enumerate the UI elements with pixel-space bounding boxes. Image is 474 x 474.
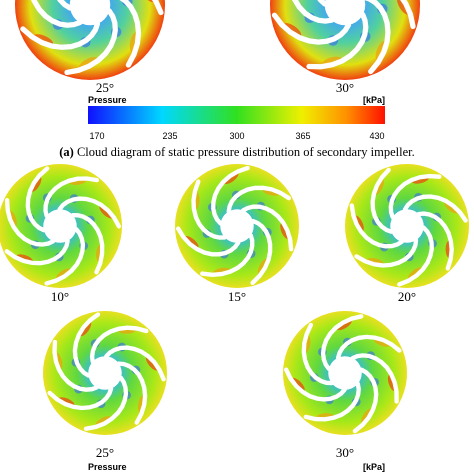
blade [397,225,434,287]
impeller-images [0,0,469,435]
impeller [270,0,420,80]
caption: (a) Cloud diagram of static pressure dis… [59,145,414,159]
blade [44,227,86,286]
blade [72,312,101,378]
caption-prefix: (a) [59,145,74,159]
blade [83,375,129,431]
blade [350,353,399,404]
angle-label: 10° [51,289,69,304]
blade [320,314,364,371]
blade [43,176,100,219]
angle-label: 25° [96,80,114,95]
blade [191,179,227,240]
hub [328,356,362,390]
blade [250,218,273,285]
blade [4,238,70,266]
blade [388,173,442,220]
hub [88,356,122,390]
blade [291,0,335,24]
blade [70,213,105,275]
angle-label: 30° [336,80,354,95]
blade [116,361,148,425]
caption-text: Cloud diagram of static pressure distrib… [77,145,415,159]
blade [47,386,114,411]
colorbar-tick: 235 [162,131,177,141]
impeller [175,164,299,288]
blade [301,322,334,386]
blade [303,381,361,422]
hub [43,209,77,243]
colorbar-tick: 170 [89,131,104,141]
blade [104,345,166,382]
blade [354,237,419,268]
blade [416,211,454,271]
colorbar-unit: [kPa] [363,95,385,105]
hub [69,0,111,26]
blade [363,0,391,75]
angle-label: 30° [336,445,354,460]
blade [200,233,255,277]
blade [57,0,73,11]
blade [400,0,416,30]
colorbar [88,106,385,124]
angle-label: 15° [228,289,246,304]
blade [176,226,241,257]
blade [271,12,352,45]
impeller [43,311,167,435]
colorbar-title: Pressure [88,462,127,472]
blade [64,8,118,76]
blade [57,196,122,229]
blade [370,167,394,234]
impeller [15,0,165,80]
blade [119,0,142,68]
angle-label: 20° [398,289,416,304]
hub [324,0,366,26]
blade [4,198,56,247]
blade [89,325,149,364]
blade [31,0,83,28]
impeller [0,164,122,288]
impeller [345,164,469,288]
blade [284,367,347,402]
colorbar-tick: 300 [229,131,244,141]
colorbar-tick: 430 [369,131,384,141]
colorbar-title: Pressure [88,95,127,105]
colorbar-unit: [kPa] [363,462,385,472]
blade [306,12,369,70]
hub [390,209,424,243]
blade [211,165,250,226]
angle-label: 25° [96,445,114,460]
impeller [283,311,407,435]
blade [20,21,101,50]
blade [335,334,402,360]
blade [402,194,468,223]
blade [352,367,379,434]
hub [220,209,254,243]
blade [226,185,292,214]
blade [240,204,294,252]
blade [25,166,50,233]
blade [349,203,404,249]
blade [52,339,99,392]
colorbar-tick: 365 [295,131,310,141]
